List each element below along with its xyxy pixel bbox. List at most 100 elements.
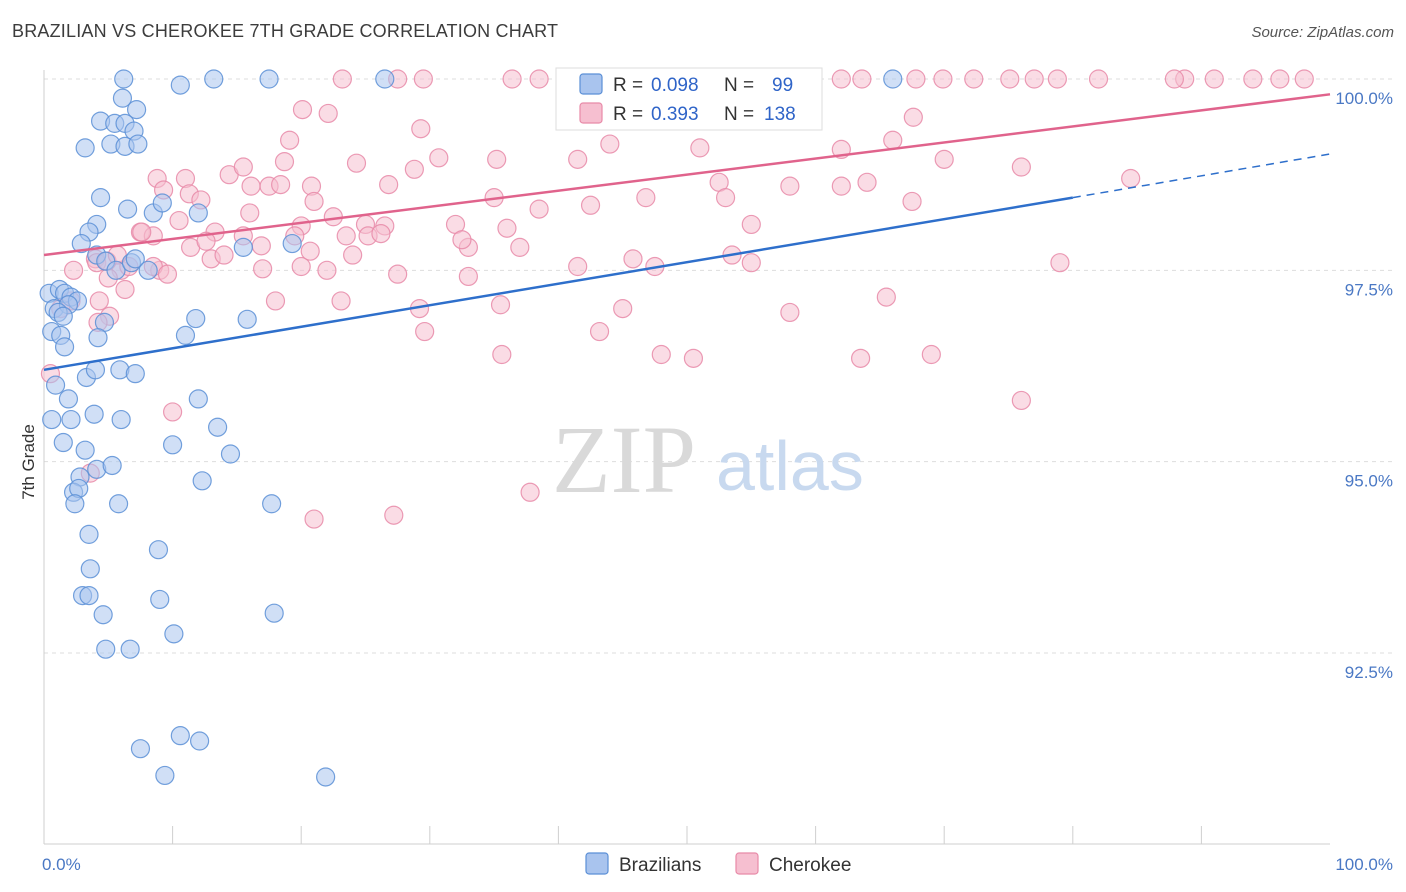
- legend-r-label-brazilians: R =: [613, 75, 643, 96]
- point-brazilians-43: [237, 309, 257, 329]
- point-brazilians-30: [233, 237, 253, 257]
- point-brazilians-72: [108, 494, 129, 514]
- point-cherokee-99: [568, 256, 588, 277]
- point-brazilians-83: [96, 639, 116, 659]
- point-cherokee-30: [280, 130, 300, 150]
- point-cherokee-42: [1121, 168, 1141, 189]
- legend-r-value-brazilians: 0.098: [651, 75, 699, 96]
- point-brazilians-55: [188, 389, 208, 409]
- point-cherokee-115: [651, 344, 671, 365]
- trend-line-brazilians-extension: [1072, 153, 1331, 199]
- point-cherokee-2: [413, 69, 433, 89]
- legend-n-value-brazilians: 99: [772, 75, 793, 96]
- point-cherokee-113: [589, 321, 610, 342]
- point-cherokee-23: [1047, 69, 1067, 89]
- point-cherokee-13: [933, 69, 953, 89]
- point-cherokee-20: [1243, 69, 1263, 89]
- point-cherokee-114: [492, 344, 512, 365]
- point-cherokee-25: [1164, 69, 1184, 89]
- point-brazilians-86: [190, 731, 210, 751]
- point-cherokee-132: [452, 230, 472, 250]
- point-cherokee-106: [331, 291, 351, 311]
- point-brazilians-75: [148, 540, 169, 560]
- point-brazilians-76: [80, 559, 100, 579]
- point-cherokee-3: [502, 69, 522, 89]
- legend-swatch-cherokee: [579, 102, 603, 124]
- point-cherokee-60: [780, 176, 800, 196]
- y-tick-label-0: 100.0%: [1335, 89, 1393, 108]
- point-cherokee-102: [1050, 253, 1070, 273]
- point-brazilians-68: [192, 471, 212, 491]
- data-points: [39, 69, 1314, 787]
- point-cherokee-21: [1270, 69, 1290, 89]
- point-cherokee-29: [411, 119, 431, 139]
- watermark-atlas: atlas: [716, 427, 864, 505]
- point-cherokee-61: [831, 176, 851, 196]
- point-cherokee-67: [304, 191, 324, 212]
- point-brazilians-52: [125, 364, 145, 384]
- point-brazilians-29: [138, 260, 158, 280]
- point-cherokee-97: [388, 264, 408, 284]
- legend-n-label-cherokee: N =: [724, 104, 754, 125]
- legend-r-label-cherokee: R =: [613, 104, 643, 125]
- point-cherokee-56: [529, 199, 549, 219]
- point-brazilians-84: [120, 639, 140, 659]
- point-cherokee-109: [613, 299, 633, 319]
- point-cherokee-59: [715, 188, 736, 208]
- point-cherokee-22: [1294, 69, 1314, 89]
- point-cherokee-108: [490, 295, 511, 315]
- point-cherokee-95: [291, 256, 311, 277]
- point-cherokee-96: [317, 260, 337, 280]
- point-brazilians-64: [220, 444, 241, 464]
- point-cherokee-85: [63, 260, 84, 280]
- point-brazilians-1: [170, 75, 190, 95]
- point-brazilians-56: [42, 409, 62, 430]
- point-cherokee-93: [214, 245, 234, 265]
- point-cherokee-39: [568, 149, 588, 169]
- point-cherokee-62: [902, 191, 922, 212]
- bottom-legend-swatch-brazilians: [585, 852, 609, 875]
- point-cherokee-116: [683, 348, 704, 368]
- point-cherokee-49: [241, 176, 261, 196]
- point-brazilians-19: [152, 193, 172, 213]
- point-brazilians-57: [61, 409, 81, 430]
- point-cherokee-135: [251, 236, 271, 256]
- point-brazilians-61: [53, 432, 73, 453]
- point-brazilians-53: [45, 375, 66, 395]
- point-brazilians-5: [883, 69, 903, 89]
- point-brazilians-80: [93, 605, 113, 625]
- point-cherokee-14: [964, 69, 984, 89]
- point-cherokee-131: [115, 279, 135, 300]
- point-cherokee-19: [1204, 69, 1224, 89]
- point-cherokee-141: [196, 231, 216, 251]
- point-brazilians-60: [208, 417, 228, 437]
- point-cherokee-98: [458, 266, 478, 287]
- point-cherokee-44: [857, 172, 877, 192]
- trend-lines: [43, 93, 1331, 372]
- point-cherokee-142: [623, 249, 643, 269]
- point-brazilians-26: [106, 260, 126, 280]
- watermark: ZIP atlas: [552, 406, 864, 513]
- point-brazilians-20: [188, 203, 208, 223]
- point-cherokee-41: [1011, 157, 1031, 177]
- point-cherokee-73: [497, 218, 517, 238]
- point-brazilians-87: [130, 739, 151, 759]
- point-brazilians-6: [112, 88, 133, 108]
- point-brazilians-3: [259, 69, 279, 89]
- point-cherokee-140: [157, 264, 178, 284]
- point-cherokee-110: [780, 302, 800, 323]
- point-cherokee-33: [883, 130, 903, 150]
- point-brazilians-23: [71, 233, 91, 254]
- point-cherokee-10: [831, 69, 851, 89]
- chart-source: Source: ZipAtlas.com: [1251, 24, 1394, 41]
- point-brazilians-28: [125, 249, 145, 269]
- point-cherokee-27: [318, 103, 338, 124]
- point-cherokee-32: [690, 138, 710, 158]
- point-brazilians-46: [54, 337, 75, 357]
- y-tick-label-1: 97.5%: [1345, 280, 1393, 299]
- bottom-legend: Brazilians Cherokee: [585, 852, 851, 876]
- legend-box: R = 0.098 N = 99 R = 0.393 N = 138: [555, 67, 823, 131]
- point-cherokee-4: [529, 69, 549, 89]
- point-cherokee-36: [346, 153, 367, 173]
- legend-r-value-cherokee: 0.393: [651, 104, 699, 125]
